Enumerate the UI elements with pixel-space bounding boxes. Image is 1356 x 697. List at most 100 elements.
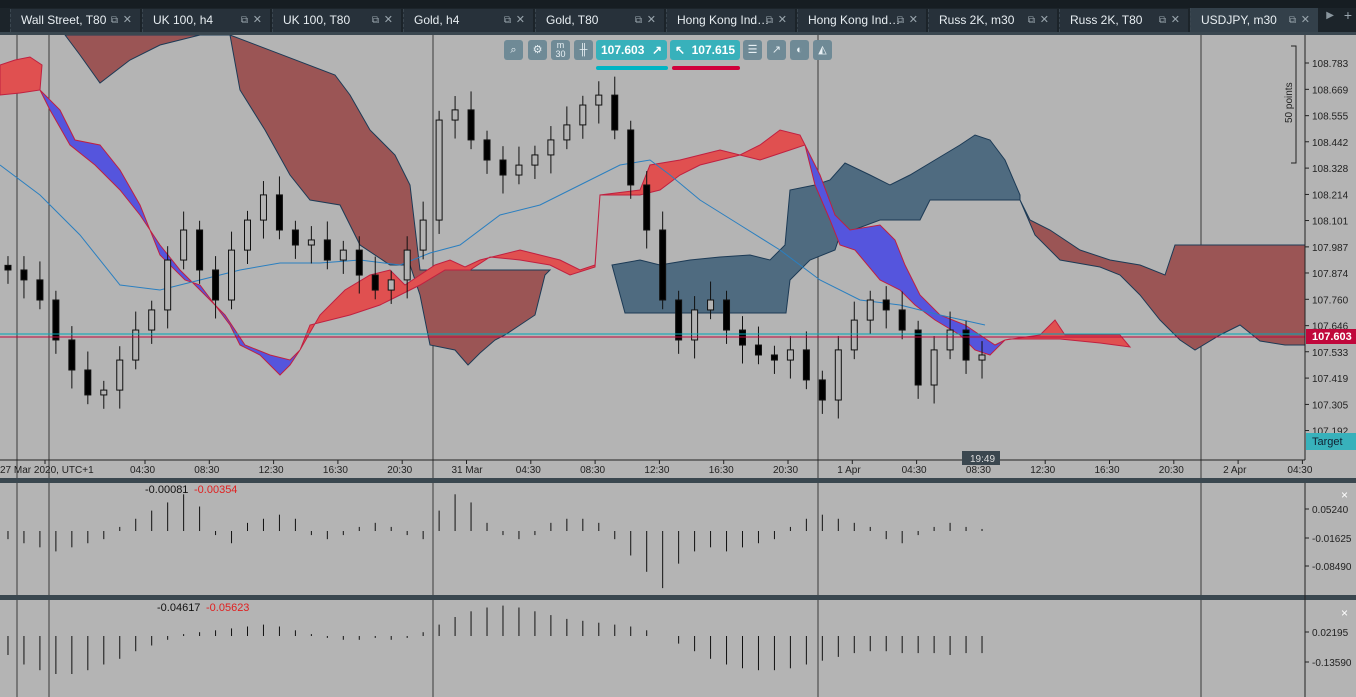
close-tab-icon[interactable]: ✕	[777, 14, 787, 26]
sell-button[interactable]: 107.603 ↗	[596, 40, 667, 60]
chart-area[interactable]: 108.783 108.669 108.555 108.442 108.328 108.2…	[0, 35, 1356, 697]
tab-1[interactable]: UK 100, h4 ⧉ ✕	[142, 9, 270, 32]
indicator1-histogram	[7, 494, 983, 589]
close-tab-icon[interactable]: ✕	[1170, 14, 1180, 26]
chart-settings-button[interactable]: ⚙	[528, 40, 547, 60]
candle	[754, 326, 762, 365]
tab-0[interactable]: Wall Street, T80 ⧉ ✕	[10, 9, 140, 32]
time-label: 12:30	[1030, 465, 1055, 476]
timeframe-button[interactable]: m 30	[551, 40, 570, 60]
close-tab-icon[interactable]: ✕	[383, 14, 393, 26]
checklist-icon[interactable]: ☰	[743, 40, 762, 60]
time-axis[interactable]: 27 Mar 2020, UTC+1 04:30 08:30 12:30 16:30 20…	[0, 460, 1313, 476]
pane-splitter[interactable]	[0, 595, 1356, 600]
indicator2-close-icon[interactable]: ×	[1341, 606, 1348, 620]
time-label: 20:30	[1159, 465, 1184, 476]
price-tick: 107.646	[1312, 322, 1349, 333]
alerts-icon[interactable]: ◐	[790, 40, 809, 60]
price-tick: 108.328	[1312, 164, 1349, 175]
candle	[100, 380, 108, 409]
time-label: 20:30	[773, 465, 798, 476]
add-tab-icon[interactable]: +	[1343, 7, 1352, 23]
candle	[275, 176, 283, 240]
candlestick-icon[interactable]: ╫	[574, 40, 593, 60]
candle	[196, 220, 204, 284]
tab-9[interactable]: USDJPY, m30 ⧉ ✕	[1190, 8, 1318, 35]
popout-icon[interactable]: ⧉	[371, 15, 379, 26]
target-button[interactable]	[1306, 433, 1356, 450]
scroll-tabs-right-icon[interactable]: ▶	[1326, 10, 1334, 21]
candle	[659, 211, 667, 310]
time-label: 27 Mar 2020, UTC+1	[0, 465, 94, 476]
popout-icon[interactable]: ⧉	[240, 15, 248, 26]
candle	[307, 226, 315, 264]
candle	[4, 256, 12, 284]
indicators-icon[interactable]: ↗	[767, 40, 786, 60]
candle	[291, 220, 299, 259]
time-label: 16:30	[1095, 465, 1120, 476]
popout-icon[interactable]: ⧉	[896, 15, 904, 26]
candle	[834, 336, 842, 419]
pane-splitter[interactable]	[0, 478, 1356, 483]
moving-average-line	[0, 159, 986, 326]
candle	[244, 210, 251, 264]
kumo-bull	[611, 134, 1021, 314]
popout-icon[interactable]: ⧉	[1027, 15, 1035, 26]
price-axis[interactable]: 108.783 108.669 108.555 108.442 108.328 108.2…	[1305, 59, 1349, 438]
time-label: 04:30	[130, 465, 155, 476]
buy-button[interactable]: ↖ 107.615	[670, 40, 740, 60]
target-label[interactable]: Target	[1312, 436, 1343, 448]
close-tab-icon[interactable]: ✕	[646, 14, 656, 26]
tab-4[interactable]: Gold, T80 ⧉ ✕	[535, 9, 664, 32]
time-label: 04:30	[516, 465, 541, 476]
time-label: 08:30	[580, 465, 605, 476]
tab-6[interactable]: Hong Kong Ind… ⧉ ✕	[797, 9, 926, 32]
zoom-in-button[interactable]: ⌕	[504, 40, 523, 60]
tab-label: Wall Street, T80	[21, 13, 107, 27]
popout-icon[interactable]: ⧉	[1158, 15, 1166, 26]
candle	[882, 286, 890, 329]
candle	[451, 96, 459, 139]
popout-icon[interactable]: ⧉	[1288, 15, 1296, 26]
indicator1-close-icon[interactable]: ×	[1341, 488, 1348, 502]
indicator2-value2: -0.05623	[206, 602, 249, 614]
popout-icon[interactable]: ⧉	[765, 15, 773, 26]
candles	[4, 76, 986, 419]
tab-3[interactable]: Gold, h4 ⧉ ✕	[403, 9, 533, 32]
close-tab-icon[interactable]: ✕	[252, 14, 262, 26]
price-tick: 107.760	[1312, 295, 1349, 306]
candle	[180, 211, 188, 270]
close-tab-icon[interactable]: ✕	[1300, 14, 1310, 26]
popout-icon[interactable]: ⧉	[503, 15, 511, 26]
indicator2-value1: -0.04617	[157, 602, 200, 614]
tab-2[interactable]: UK 100, T80 ⧉ ✕	[272, 9, 401, 32]
popout-icon[interactable]: ⧉	[110, 15, 118, 26]
close-tab-icon[interactable]: ✕	[1039, 14, 1049, 26]
candle	[770, 345, 778, 374]
price-tick: 107.419	[1312, 374, 1349, 385]
tab-label: Gold, T80	[546, 13, 599, 27]
popout-icon[interactable]: ⧉	[634, 15, 642, 26]
tab-5[interactable]: Hong Kong Ind… ⧉ ✕	[666, 9, 795, 32]
candle	[627, 120, 635, 199]
scale-bracket	[1291, 45, 1297, 164]
tab-7[interactable]: Russ 2K, m30 ⧉ ✕	[928, 9, 1057, 32]
candle	[962, 320, 970, 374]
tab-bar: Wall Street, T80 ⧉ ✕ UK 100, h4 ⧉ ✕ UK 100, T8…	[0, 0, 1356, 35]
time-label: 12:30	[644, 465, 669, 476]
candle	[691, 296, 699, 359]
indicator2-tick: 0.02195	[1312, 628, 1349, 639]
close-tab-icon[interactable]: ✕	[908, 14, 918, 26]
candle	[419, 201, 427, 260]
drawing-tools-icon[interactable]: ◭	[813, 40, 832, 60]
sell-indicator-bar	[596, 66, 668, 70]
indicator1-tick: -0.01625	[1312, 534, 1352, 545]
tab-label: UK 100, T80	[283, 13, 351, 27]
time-label: 2 Apr	[1223, 465, 1247, 476]
price-pane[interactable]	[0, 35, 1356, 460]
close-tab-icon[interactable]: ✕	[515, 14, 525, 26]
close-tab-icon[interactable]: ✕	[122, 14, 132, 26]
tab-8[interactable]: Russ 2K, T80 ⧉ ✕	[1059, 9, 1188, 32]
tab-label: UK 100, h4	[153, 13, 214, 27]
candle	[946, 311, 954, 360]
